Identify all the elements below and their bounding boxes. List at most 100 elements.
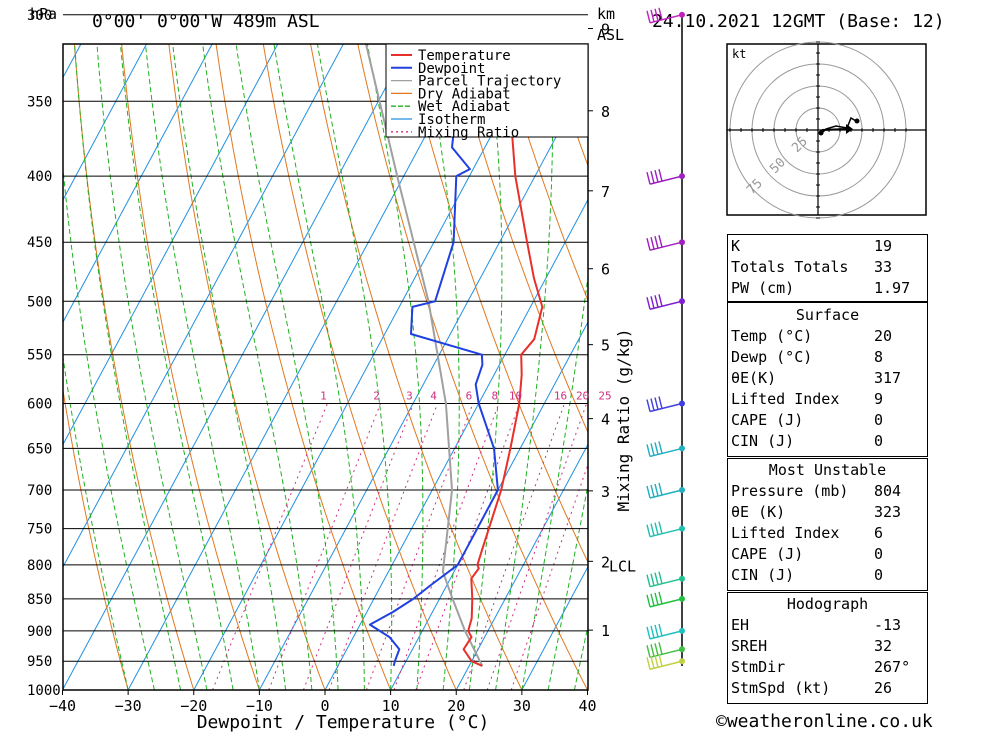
km-tick-label: 4 xyxy=(601,411,610,429)
barb-flag xyxy=(658,521,663,534)
legend-label: Mixing Ratio xyxy=(418,125,519,141)
index-row: PW (cm) 1.97 xyxy=(727,278,928,299)
hodograph-point xyxy=(818,130,824,136)
mixing-ratio-label: 2 xyxy=(373,390,380,403)
barb-flag xyxy=(654,522,659,535)
index-label: EH xyxy=(731,616,750,634)
barb-flag xyxy=(658,168,663,182)
index-label: StmSpd (kt) xyxy=(731,679,831,697)
index-label: PW (cm) xyxy=(731,279,795,297)
barb-flag xyxy=(646,297,651,310)
wind-barb xyxy=(646,654,685,670)
wind-barb xyxy=(646,482,685,499)
most-unstable-indices: Most Unstable Pressure (mb) 804 θE (K) 323… xyxy=(727,460,928,586)
barb-flag xyxy=(654,397,659,410)
wind-barb xyxy=(646,441,685,458)
barb-flag xyxy=(658,571,663,584)
parcel-trajectory-line xyxy=(364,44,484,667)
barb-staff xyxy=(649,577,683,588)
barb-staff xyxy=(649,14,683,24)
barb-dot xyxy=(679,173,685,180)
wet-adiabat-line xyxy=(63,354,129,690)
index-row: SREH 32 xyxy=(727,636,928,657)
x-tick-label: −20 xyxy=(180,697,207,715)
barb-flag xyxy=(650,443,655,456)
hodograph-title: Hodograph xyxy=(786,595,869,613)
legend-label: Dewpoint xyxy=(418,61,485,77)
legend-label: Parcel Trajectory xyxy=(418,74,561,90)
dry-adiabat-line xyxy=(937,0,1000,690)
barb-flag xyxy=(658,396,663,409)
index-label: K xyxy=(731,237,741,255)
barb-flag xyxy=(650,296,655,309)
wet-adiabat-line xyxy=(547,482,588,690)
barb-dot xyxy=(679,239,685,246)
barb-flag xyxy=(646,485,651,499)
index-row: StmSpd (kt) 26 xyxy=(727,678,928,699)
storm-motion-arrowhead xyxy=(846,124,853,134)
barb-dot xyxy=(679,595,685,602)
mixing-ratio-label: 16 xyxy=(554,390,567,403)
index-value: 317 xyxy=(874,369,902,387)
barb-flag xyxy=(654,655,659,668)
wind-barb xyxy=(646,623,685,640)
km-tick-label: 7 xyxy=(601,183,610,201)
barb-flag xyxy=(658,642,663,655)
index-value: -13 xyxy=(874,616,902,634)
barb-flag xyxy=(658,235,663,248)
dry-adiabat-line xyxy=(215,44,392,690)
index-row: CIN (J) 0 xyxy=(727,431,928,452)
wet-adiabat-line xyxy=(521,272,588,690)
wind-barb xyxy=(646,396,685,413)
index-value: 1.97 xyxy=(874,279,911,297)
pressure-unit-label: hPa xyxy=(30,5,58,23)
barb-flag xyxy=(654,236,659,249)
pressure-tick-label: 900 xyxy=(27,624,52,640)
wind-barb xyxy=(646,642,685,659)
mixing-ratio-label: 6 xyxy=(466,390,473,403)
pressure-tick-label: 300 xyxy=(27,8,52,24)
mixing-ratio-label: 20 xyxy=(576,390,589,403)
general-indices-box xyxy=(727,234,928,302)
isotherm-line xyxy=(455,443,588,690)
index-value: 32 xyxy=(874,637,893,655)
barb-dot xyxy=(679,627,685,634)
index-value: 0 xyxy=(874,411,884,429)
mixing-ratio-axis-title: Mixing Ratio (g/kg) xyxy=(614,328,633,511)
km-tick-label: 2 xyxy=(601,553,610,571)
index-value: 19 xyxy=(874,237,893,255)
index-value: 8 xyxy=(874,348,884,366)
barb-staff xyxy=(649,527,683,538)
barb-flag xyxy=(658,482,663,496)
barb-flag xyxy=(646,171,651,185)
barb-dot xyxy=(679,400,685,407)
pressure-tick-label: 750 xyxy=(27,522,52,538)
copyright-link[interactable]: ©weatheronline.co.uk xyxy=(716,711,933,732)
isotherm-line xyxy=(390,320,588,690)
mixing-ratio-label: 4 xyxy=(430,390,437,403)
mixing-ratio-label: 10 xyxy=(509,390,522,403)
pressure-tick-label: 500 xyxy=(27,294,52,310)
hodograph-point xyxy=(854,118,860,124)
isotherm-line xyxy=(63,44,344,568)
barb-staff xyxy=(649,598,683,608)
barb-flag xyxy=(650,644,655,657)
barb-staff xyxy=(649,447,683,458)
mixing-ratio-label: 3 xyxy=(406,390,413,403)
barb-staff xyxy=(649,630,683,640)
barb-staff xyxy=(649,489,683,499)
barb-staff xyxy=(649,175,683,185)
km-tick-label: 5 xyxy=(601,337,610,355)
asl-label: ASL xyxy=(597,26,625,44)
wet-adiabat-line xyxy=(235,44,339,690)
isotherm-line xyxy=(521,565,588,690)
barb-flag xyxy=(650,625,655,639)
storm-motion-arrow xyxy=(821,128,847,131)
pressure-tick-label: 550 xyxy=(27,348,52,364)
index-row: Lifted Index 9 xyxy=(727,389,928,410)
index-label: Lifted Index xyxy=(731,524,840,542)
isotherm-line xyxy=(324,198,588,690)
mixing-ratio-line xyxy=(212,403,328,690)
index-label: SREH xyxy=(731,637,768,655)
